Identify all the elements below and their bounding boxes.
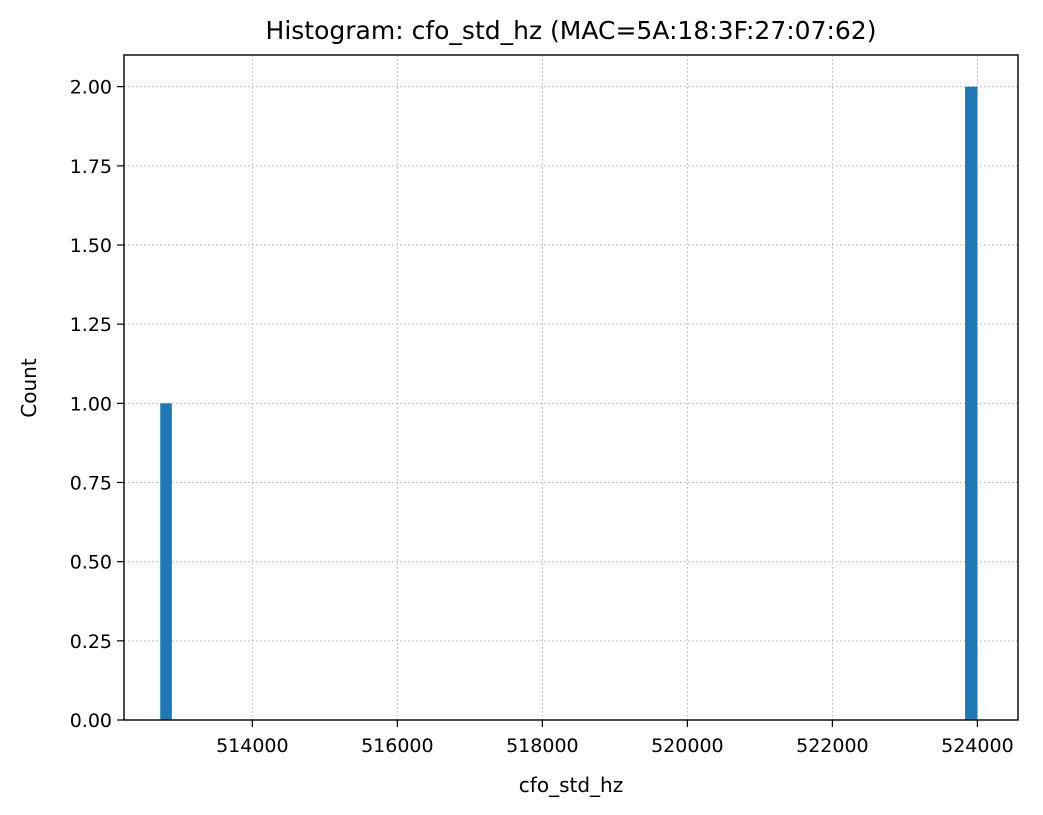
x-axis-label: cfo_std_hz xyxy=(519,773,623,797)
histogram-bar xyxy=(965,86,978,720)
y-tick-label: 2.00 xyxy=(70,77,112,99)
x-tick-label: 522000 xyxy=(796,735,869,757)
y-axis-label: Count xyxy=(17,358,41,418)
bar-layer xyxy=(160,86,978,720)
x-tick-label: 514000 xyxy=(216,735,289,757)
chart-title: Histogram: cfo_std_hz (MAC=5A:18:3F:27:0… xyxy=(266,16,877,45)
plot-frame xyxy=(123,54,1019,721)
y-tick-label: 1.25 xyxy=(70,314,112,336)
y-tick-label: 0.50 xyxy=(70,552,112,574)
x-tick-label: 520000 xyxy=(651,735,724,757)
y-tick-label: 1.50 xyxy=(70,235,112,257)
histogram-bar xyxy=(160,403,172,720)
x-tick-label: 518000 xyxy=(506,735,579,757)
y-tick-label: 0.25 xyxy=(70,631,112,653)
y-tick-label: 0.00 xyxy=(70,710,112,732)
tick-layer: 514000 516000 518000 520000 522000 524000 0.00… xyxy=(70,77,1014,757)
y-tick-label: 1.00 xyxy=(70,393,112,415)
y-tick-label: 0.75 xyxy=(70,473,112,495)
x-tick-label: 524000 xyxy=(941,735,1014,757)
y-tick-label: 1.75 xyxy=(70,156,112,178)
grid-layer xyxy=(124,55,1018,720)
x-tick-label: 516000 xyxy=(361,735,434,757)
